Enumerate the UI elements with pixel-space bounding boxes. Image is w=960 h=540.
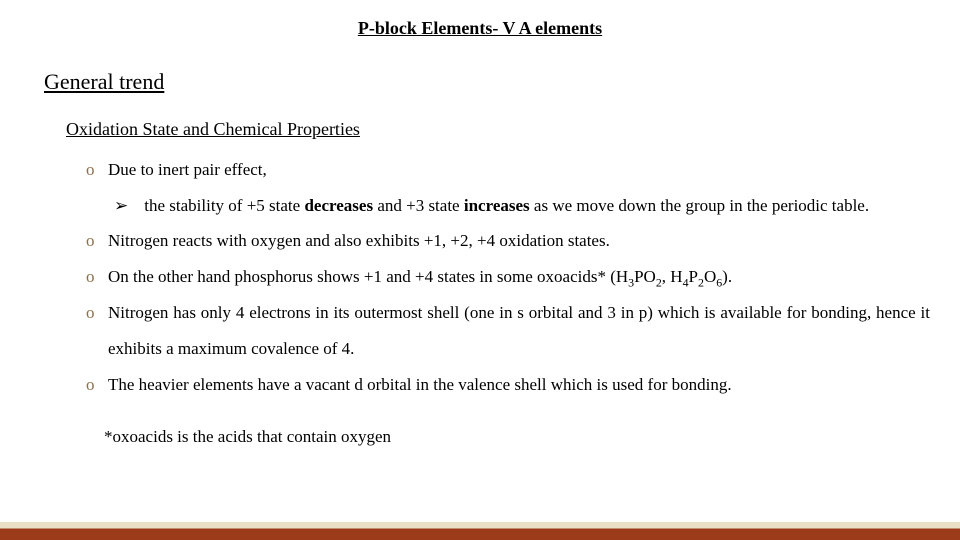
footer-accent-bar	[0, 522, 960, 540]
circle-marker-icon: o	[86, 152, 108, 188]
text: the stability of +5 state	[144, 196, 304, 215]
content-body: o Due to inert pair effect, ➢ the stabil…	[86, 152, 930, 403]
text: and +3 state	[373, 196, 464, 215]
bullet-phosphorus-oxoacids: o On the other hand phosphorus shows +1 …	[86, 259, 930, 295]
bullet-text: Nitrogen has only 4 electrons in its out…	[108, 295, 930, 366]
text: O	[704, 267, 716, 286]
text: On the other hand phosphorus shows +1 an…	[108, 267, 628, 286]
sub-bullet-stability: ➢ the stability of +5 state decreases an…	[114, 188, 930, 224]
circle-marker-icon: o	[86, 295, 108, 366]
bullet-nitrogen-covalence: o Nitrogen has only 4 electrons in its o…	[86, 295, 930, 366]
bullet-nitrogen-oxygen: o Nitrogen reacts with oxygen and also e…	[86, 223, 930, 259]
page-title: P-block Elements- V A elements	[0, 0, 960, 39]
sub-bullet-text: the stability of +5 state decreases and …	[140, 188, 930, 224]
footnote-oxoacids: *oxoacids is the acids that contain oxyg…	[104, 427, 960, 447]
text: ).	[722, 267, 732, 286]
circle-marker-icon: o	[86, 259, 108, 295]
text: PO	[634, 267, 656, 286]
text: P	[689, 267, 698, 286]
section-heading: General trend	[44, 69, 960, 95]
bullet-text: On the other hand phosphorus shows +1 an…	[108, 259, 930, 295]
bullet-inert-pair: o Due to inert pair effect,	[86, 152, 930, 188]
bullet-text: Due to inert pair effect,	[108, 152, 930, 188]
bullet-text: Nitrogen reacts with oxygen and also exh…	[108, 223, 930, 259]
bold-increases: increases	[464, 196, 530, 215]
text: , H	[662, 267, 683, 286]
circle-marker-icon: o	[86, 367, 108, 403]
arrow-marker-icon: ➢	[114, 188, 140, 224]
text: as we move down the group in the periodi…	[530, 196, 869, 215]
bullet-heavier-d-orbital: o The heavier elements have a vacant d o…	[86, 367, 930, 403]
bold-decreases: decreases	[304, 196, 373, 215]
subheading: Oxidation State and Chemical Properties	[66, 119, 960, 140]
circle-marker-icon: o	[86, 223, 108, 259]
bullet-text: The heavier elements have a vacant d orb…	[108, 367, 930, 403]
